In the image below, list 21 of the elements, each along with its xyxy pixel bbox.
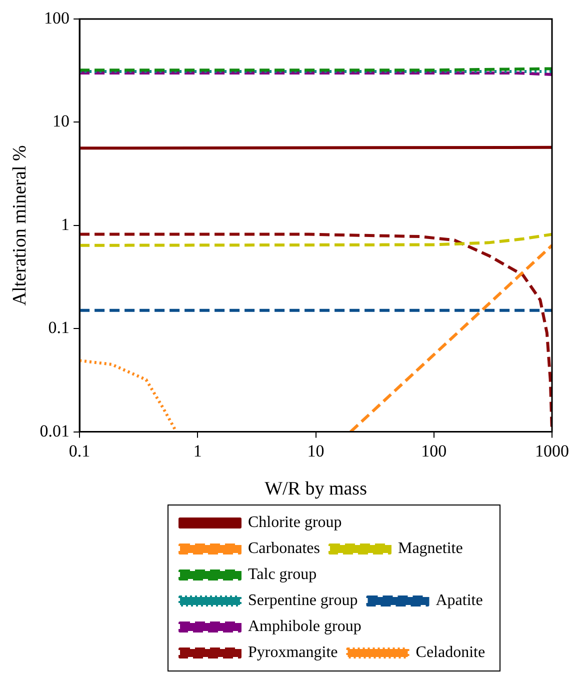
legend-label: Celadonite xyxy=(416,644,486,662)
x-tick-label: 1 xyxy=(193,441,202,460)
y-tick-label: 0.1 xyxy=(48,318,70,338)
legend-label: Amphibole group xyxy=(248,618,362,636)
legend-label: Carbonates xyxy=(248,540,320,558)
x-axis-title: W/R by mass xyxy=(264,478,367,500)
y-tick-label: 0.01 xyxy=(40,421,70,440)
x-tick-label: 10 xyxy=(307,441,324,460)
legend-label: Apatite xyxy=(436,592,483,610)
y-tick-label: 10 xyxy=(52,112,70,131)
legend-label: Talc group xyxy=(248,566,317,584)
legend-label: Chlorite group xyxy=(248,514,342,532)
x-tick-label: 100 xyxy=(421,441,447,460)
x-tick-label: 0.1 xyxy=(68,441,90,460)
legend-label: Serpentine group xyxy=(248,592,358,610)
y-tick-label: 100 xyxy=(44,8,70,28)
legend-label: Magnetite xyxy=(398,540,463,558)
x-tick-label: 1000 xyxy=(535,441,569,460)
legend-label: Pyroxmangite xyxy=(248,644,338,662)
y-tick-label: 1 xyxy=(61,214,70,234)
y-axis-title: Alteration mineral % xyxy=(9,145,30,306)
